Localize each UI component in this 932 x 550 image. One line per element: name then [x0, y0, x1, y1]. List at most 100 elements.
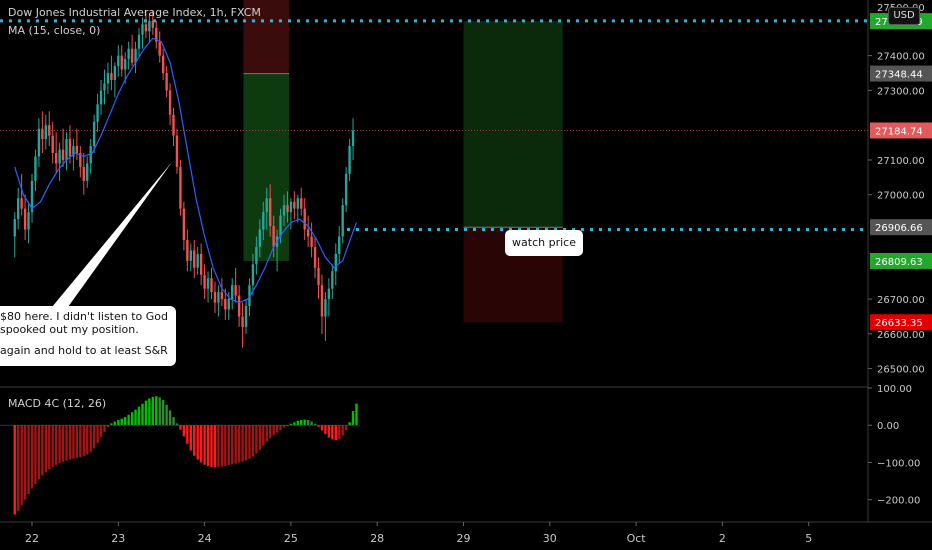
- candle-body: [13, 219, 16, 237]
- candle-body: [106, 73, 110, 84]
- macd-bar: [127, 414, 130, 426]
- macd-bar: [37, 425, 41, 480]
- candle-body: [110, 73, 113, 80]
- macd-bar: [68, 425, 72, 460]
- candle-body: [96, 104, 99, 122]
- candle-body: [130, 48, 134, 63]
- candle-body: [137, 34, 141, 49]
- price-badge: [870, 314, 932, 331]
- macd-bar: [58, 425, 61, 464]
- macd-bar: [344, 425, 348, 431]
- macd-bar: [310, 421, 313, 426]
- macd-bar: [179, 425, 182, 430]
- candle-body: [244, 306, 248, 327]
- candle-body: [127, 48, 130, 60]
- candle-body: [23, 208, 27, 230]
- candle-body: [175, 135, 179, 167]
- macd-bar: [86, 425, 89, 455]
- candle-body: [30, 180, 34, 213]
- candle-body: [348, 146, 351, 174]
- macd-bar: [113, 421, 117, 426]
- candle-body: [134, 48, 137, 63]
- macd-bar: [165, 404, 168, 426]
- time-tick-label: 30: [543, 532, 557, 545]
- candle-body: [196, 253, 199, 268]
- macd-bar: [61, 425, 65, 462]
- candle-body: [20, 198, 23, 209]
- macd-bar: [30, 425, 34, 489]
- candle-body: [310, 236, 313, 247]
- macd-bar: [182, 425, 186, 437]
- macd-bar: [268, 425, 272, 439]
- candle-body: [334, 253, 337, 272]
- price-badge: [870, 252, 932, 269]
- price-axis-labels: 27400.00 27300.00 27100.00 27000.00 26700.00…: [868, 3, 932, 507]
- position-zones: [243, 0, 563, 323]
- candle-body: [193, 250, 196, 268]
- macd-bar: [65, 425, 68, 461]
- macd-bar: [217, 425, 220, 467]
- candle-body: [151, 20, 155, 28]
- ma-line: [14, 37, 358, 304]
- candle-body: [351, 130, 355, 147]
- macd-bar: [244, 425, 248, 461]
- horizontal-lines: [0, 19, 868, 232]
- macd-bar: [206, 425, 210, 467]
- macd-bar: [158, 397, 161, 426]
- macd-bar: [203, 425, 206, 465]
- macd-bar: [355, 403, 358, 426]
- macd-bar: [303, 419, 306, 426]
- candle-body: [199, 253, 203, 275]
- macd-bar: [110, 423, 113, 426]
- macd-bar: [23, 425, 27, 500]
- candle-body: [179, 166, 182, 209]
- candle-body: [186, 239, 189, 261]
- time-tick-label: 22: [25, 532, 39, 545]
- ma-indicator-label[interactable]: MA (15, close, 0): [8, 24, 101, 37]
- macd-bar: [327, 425, 331, 438]
- macd-bar: [293, 422, 296, 426]
- macd-bar: [130, 412, 134, 426]
- macd-bar: [92, 425, 96, 449]
- callout-line-1: $80 here. I didn't listen to God: [0, 310, 169, 323]
- macd-tick-label: 100.00: [877, 384, 912, 395]
- price-badge-label: 27184.74: [875, 126, 923, 137]
- candle-body: [220, 292, 224, 300]
- candle-body: [237, 295, 241, 317]
- callout-line-3: again and hold to at least S&R: [0, 344, 168, 357]
- candle-body: [251, 264, 255, 286]
- macd-bar: [279, 425, 282, 431]
- candle-body: [206, 278, 210, 289]
- candle-body: [75, 146, 79, 154]
- macd-bar: [255, 425, 258, 454]
- macd-bar: [144, 400, 148, 426]
- candle-body: [189, 250, 192, 261]
- candle-body: [344, 173, 348, 206]
- macd-bar: [324, 425, 327, 435]
- macd-bar: [148, 398, 151, 426]
- price-tick-label: 27300.00: [877, 86, 925, 97]
- candle-body: [289, 201, 293, 213]
- macd-indicator-label[interactable]: MACD 4C (12, 26): [8, 397, 107, 410]
- macd-bar: [320, 425, 324, 431]
- macd-bar: [193, 425, 196, 456]
- candle-body: [306, 229, 310, 237]
- callout-pointer-shape: [52, 162, 172, 307]
- watch-price-label[interactable]: watch price: [505, 230, 583, 256]
- candle-body: [103, 83, 106, 91]
- note-callout[interactable]: $80 here. I didn't listen to God spooked…: [0, 306, 176, 366]
- macd-bar: [351, 411, 355, 426]
- macd-bar: [334, 425, 337, 441]
- macd-bar: [213, 425, 217, 468]
- candle-body: [265, 198, 268, 213]
- candle-body: [255, 246, 258, 265]
- currency-button[interactable]: USD: [888, 7, 920, 25]
- price-tick-label: 27000.00: [877, 191, 925, 202]
- time-axis-labels: 22 23 24 25 28 29 30 Oct 2 5: [25, 522, 812, 545]
- time-tick-label: 24: [198, 532, 212, 545]
- candle-body: [99, 90, 103, 105]
- macd-bar: [41, 425, 44, 476]
- macd-bar: [296, 420, 300, 426]
- candle-body: [34, 156, 37, 181]
- price-tick-label: 26700.00: [877, 295, 925, 306]
